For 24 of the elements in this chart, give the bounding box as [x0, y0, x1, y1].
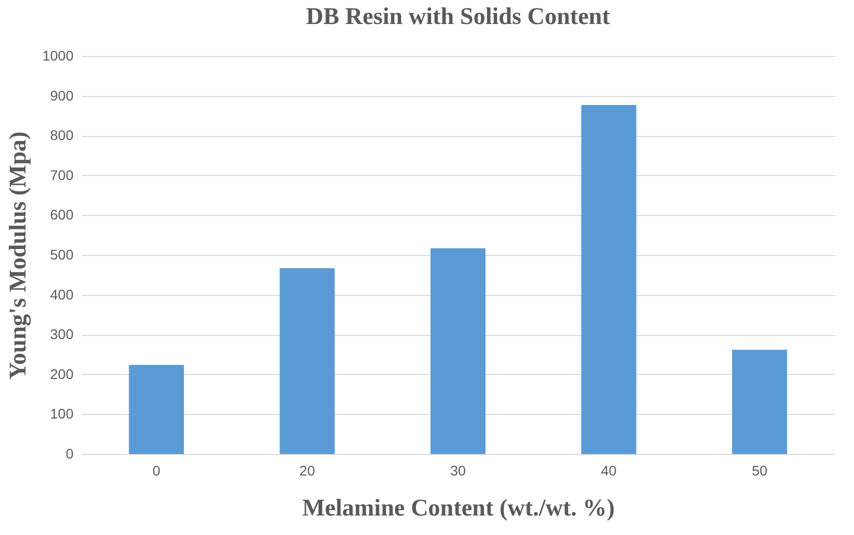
y-axis-title: Young's Modulus (Mpa)	[5, 131, 32, 380]
y-tick-label: 500	[50, 246, 74, 262]
y-tick-label: 700	[50, 166, 74, 183]
bar	[732, 350, 788, 454]
x-tick-label: 0	[152, 462, 160, 478]
y-tick-label: 100	[50, 406, 74, 422]
bar	[128, 364, 184, 454]
x-tick-label: 30	[450, 462, 466, 478]
y-tick-label: 400	[50, 286, 74, 302]
x-axis-title: Melamine Content (wt./wt. %)	[302, 496, 615, 522]
y-tick-label: 600	[50, 206, 74, 223]
y-tick-label: 0	[66, 446, 74, 462]
y-tick-label: 300	[50, 326, 74, 342]
bar	[430, 248, 486, 454]
y-tick-label: 900	[50, 87, 74, 104]
x-tick-label: 40	[601, 462, 617, 478]
bar	[280, 268, 335, 454]
x-tick-label: 50	[752, 462, 768, 478]
y-tick-label: 200	[50, 366, 74, 382]
bar	[581, 104, 636, 454]
chart-title: DB Resin with Solids Content	[306, 4, 610, 30]
y-tick-label: 1000	[42, 48, 74, 64]
y-tick-label: 800	[50, 127, 74, 144]
x-tick-label: 20	[299, 462, 316, 478]
